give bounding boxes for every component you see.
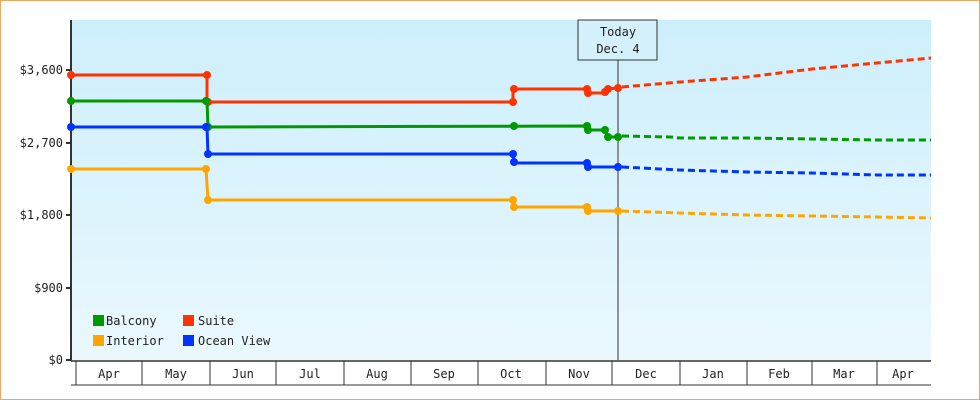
legend-label-balcony: Balcony <box>106 314 157 328</box>
x-month-label: Mar <box>833 367 855 381</box>
series-suite <box>67 56 932 106</box>
series-balcony <box>67 97 931 142</box>
legend-swatch-suite <box>183 315 194 326</box>
legend-swatch-ocean-view <box>183 335 194 346</box>
x-month-label: Jul <box>299 367 321 381</box>
x-month-label: Feb <box>768 367 790 381</box>
today-label: Today <box>600 25 636 39</box>
y-tick-label: $0 <box>49 353 63 367</box>
x-month-label: May <box>165 367 187 381</box>
y-tick-label: $3,600 <box>20 63 63 77</box>
legend-swatch-balcony <box>93 315 104 326</box>
x-month-label: Nov <box>568 367 590 381</box>
x-month-label: Jun <box>232 367 254 381</box>
x-month-label: Apr <box>892 367 914 381</box>
series-ocean-view <box>67 123 931 177</box>
y-tick-label: $1,800 <box>20 208 63 222</box>
x-month-label: Aug <box>366 367 388 381</box>
plot-area <box>71 20 931 360</box>
x-month-label: Sep <box>433 367 455 381</box>
x-month-label: Dec <box>635 367 657 381</box>
x-month-label: Oct <box>500 367 522 381</box>
y-tick-label: $2,700 <box>20 136 63 150</box>
x-month-label: Jan <box>702 367 724 381</box>
series-interior <box>67 165 932 220</box>
legend-label-ocean-view: Ocean View <box>198 334 271 348</box>
legend-label-interior: Interior <box>106 334 164 348</box>
today-box <box>577 19 658 61</box>
legend-label-suite: Suite <box>198 314 234 328</box>
legend: Balcony Suite Interior Ocean View <box>93 314 271 348</box>
y-tick-label: $900 <box>34 281 63 295</box>
y-axis-ticks: $3,600 $2,700 $1,800 $900 $0 <box>20 63 71 367</box>
legend-swatch-interior <box>93 335 104 346</box>
x-axis-months: Apr May Jun Jul Aug Sep Oct Nov Dec Jan … <box>71 360 931 386</box>
x-month-label: Apr <box>98 367 120 381</box>
today-date: Dec. 4 <box>596 42 639 56</box>
